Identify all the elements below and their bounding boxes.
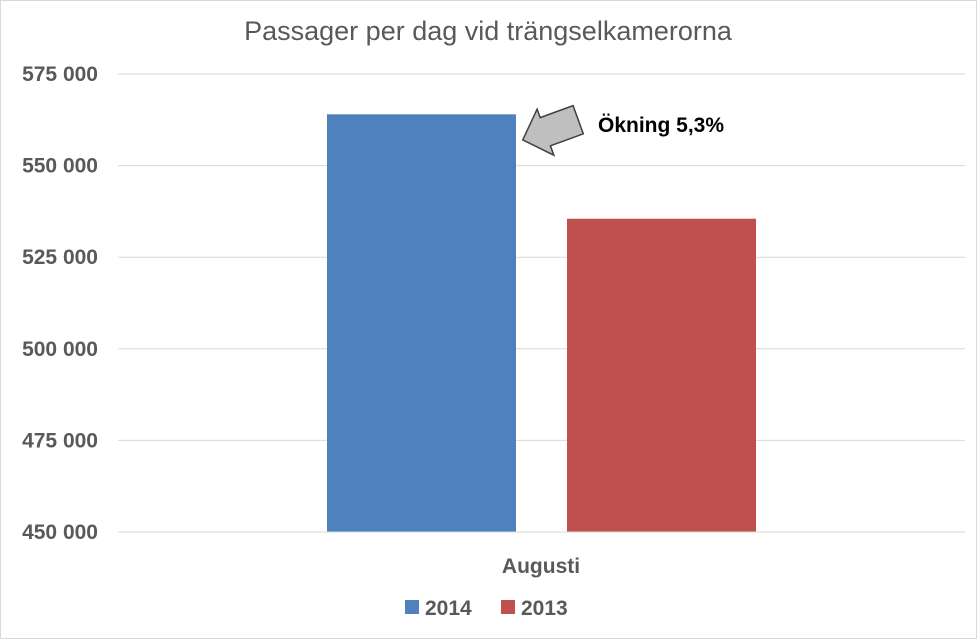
legend-label-2013: 2013 xyxy=(521,597,568,620)
y-tick-label: 475 000 xyxy=(22,429,98,452)
annotation: Ökning 5,3% xyxy=(521,104,724,157)
bar-2013 xyxy=(567,218,756,532)
legend-label-2014: 2014 xyxy=(425,597,472,620)
y-tick-label: 550 000 xyxy=(22,155,98,178)
y-tick-label: 450 000 xyxy=(22,521,98,544)
annotation-label: Ökning 5,3% xyxy=(598,114,724,137)
legend-swatch-2013 xyxy=(501,600,515,614)
gridlines xyxy=(118,73,965,441)
category-label: Augusti xyxy=(502,555,580,578)
bars xyxy=(327,114,756,532)
y-axis-ticks: 450 000 475 000 500 000 525 000 550 000 575 0… xyxy=(22,63,98,544)
bar-2014 xyxy=(327,114,516,532)
y-tick-label: 500 000 xyxy=(22,338,98,361)
annotation-arrow-icon xyxy=(521,104,585,157)
chart-title: Passager per dag vid trängselkamerorna xyxy=(244,16,733,46)
legend-swatch-2014 xyxy=(405,600,419,614)
y-tick-label: 525 000 xyxy=(22,246,98,269)
y-tick-label: 575 000 xyxy=(22,63,98,86)
legend: 2014 2013 xyxy=(405,597,568,620)
